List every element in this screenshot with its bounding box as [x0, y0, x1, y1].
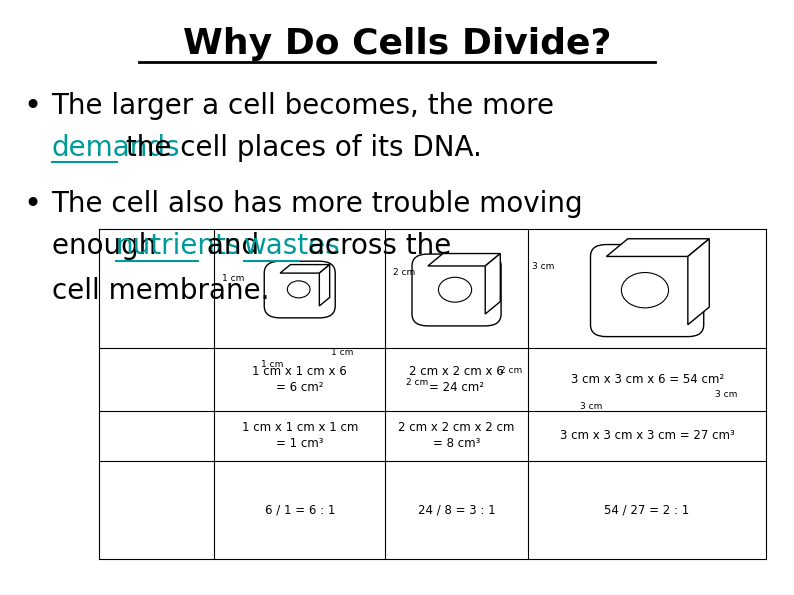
Text: 1 cm x 1 cm x 6
= 6 cm²: 1 cm x 1 cm x 6 = 6 cm²	[252, 365, 347, 394]
Text: 1 cm: 1 cm	[222, 274, 245, 283]
Polygon shape	[485, 253, 500, 314]
Text: 2 cm x 2 cm x 2 cm
= 8 cm³: 2 cm x 2 cm x 2 cm = 8 cm³	[399, 421, 515, 450]
Polygon shape	[319, 265, 330, 306]
Text: 2 cm: 2 cm	[406, 378, 428, 387]
Text: and: and	[198, 232, 268, 260]
FancyBboxPatch shape	[264, 261, 335, 318]
Polygon shape	[428, 253, 500, 266]
Text: 2 cm: 2 cm	[500, 366, 522, 375]
Text: 1 cm: 1 cm	[260, 360, 283, 369]
Polygon shape	[688, 239, 709, 325]
Text: enough: enough	[52, 232, 165, 260]
Polygon shape	[607, 239, 709, 256]
Text: •: •	[24, 190, 42, 220]
Text: nutrients: nutrients	[116, 232, 241, 260]
Text: •: •	[24, 92, 42, 121]
Text: 2 cm: 2 cm	[393, 268, 415, 277]
Text: 24 / 8 = 3 : 1: 24 / 8 = 3 : 1	[418, 504, 495, 516]
Text: 6 / 1 = 6 : 1: 6 / 1 = 6 : 1	[264, 504, 335, 516]
Text: wastes: wastes	[245, 232, 341, 260]
Text: 2 cm x 2 cm x 6
= 24 cm²: 2 cm x 2 cm x 6 = 24 cm²	[409, 365, 504, 394]
Text: 3 cm: 3 cm	[715, 390, 737, 399]
Text: 1 cm: 1 cm	[332, 348, 354, 357]
Text: 3 cm x 3 cm x 3 cm = 27 cm³: 3 cm x 3 cm x 3 cm = 27 cm³	[560, 430, 734, 442]
FancyBboxPatch shape	[591, 245, 703, 337]
Text: 1 cm x 1 cm x 1 cm
= 1 cm³: 1 cm x 1 cm x 1 cm = 1 cm³	[241, 421, 358, 450]
Text: the cell places of its DNA.: the cell places of its DNA.	[117, 134, 482, 162]
Text: 54 / 27 = 2 : 1: 54 / 27 = 2 : 1	[604, 504, 690, 516]
Text: Why Do Cells Divide?: Why Do Cells Divide?	[183, 27, 611, 61]
FancyBboxPatch shape	[412, 254, 501, 326]
Text: 3 cm x 3 cm x 6 = 54 cm²: 3 cm x 3 cm x 6 = 54 cm²	[571, 373, 723, 386]
Text: 3 cm: 3 cm	[580, 402, 603, 411]
Text: cell membrane.: cell membrane.	[52, 277, 269, 305]
Text: demands: demands	[52, 134, 180, 162]
Text: The larger a cell becomes, the more: The larger a cell becomes, the more	[52, 92, 555, 120]
Text: The cell also has more trouble moving: The cell also has more trouble moving	[52, 190, 584, 218]
Text: 3 cm: 3 cm	[532, 262, 554, 271]
Polygon shape	[280, 265, 330, 273]
Text: across the: across the	[299, 232, 452, 260]
